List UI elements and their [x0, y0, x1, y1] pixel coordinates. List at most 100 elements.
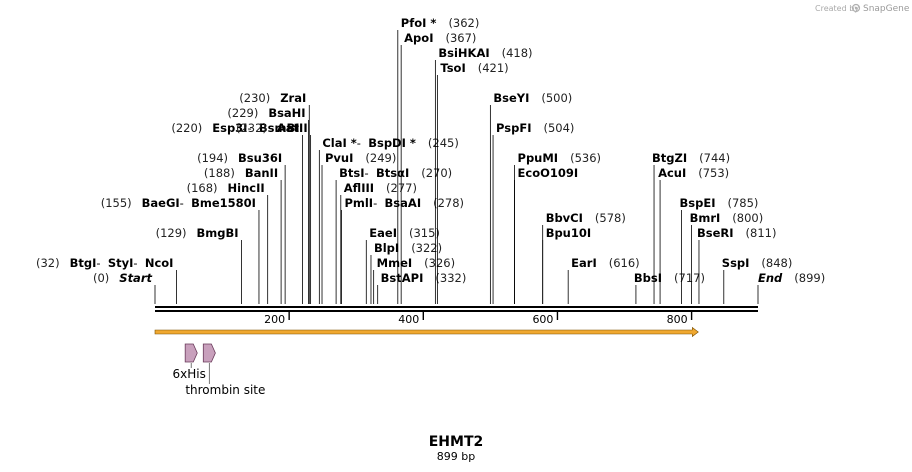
enzyme-name: PspFI [496, 121, 531, 135]
site-end[interactable]: End (899) [757, 271, 825, 304]
enzyme-name: Bpu10I [546, 226, 591, 240]
site-position: (418) [502, 46, 533, 60]
site-banii[interactable]: (188) BanII [204, 166, 282, 304]
site-zrai[interactable]: (230) ZraI [239, 91, 310, 304]
site-position: (362) [448, 16, 479, 30]
feature-arrow[interactable] [202, 343, 216, 363]
site-bbvci[interactable]: BbvCI (578) [542, 211, 626, 304]
site-bsihkai[interactable]: BsiHKAI (418) [434, 46, 533, 304]
site-position: (578) [595, 211, 626, 225]
name-separator: - [180, 196, 184, 210]
site-mmei[interactable]: MmeI (326) [373, 256, 455, 304]
site-position: (500) [541, 91, 572, 105]
site-bstapi[interactable]: BstAPI (332) [377, 271, 467, 304]
site-eari[interactable]: EarI (616) [567, 256, 640, 304]
site-pmli[interactable]: PmlI - BsaAI (278) [341, 196, 464, 304]
enzyme-name: BsaAI [385, 196, 422, 210]
orf-arrow[interactable] [154, 326, 699, 338]
tick-label: 800 [667, 313, 688, 326]
enzyme-name: BaeGI [142, 196, 180, 210]
site-eaei[interactable]: EaeI (315) [365, 226, 440, 304]
enzyme-name: BstAPI [381, 271, 424, 285]
site-sspi[interactable]: SspI (848) [722, 256, 793, 304]
name-separator: - [96, 256, 100, 270]
name-separator: - [247, 121, 251, 135]
site-position: (278) [433, 196, 464, 210]
site-position: (504) [543, 121, 574, 135]
backbone-top-strand [155, 306, 758, 308]
site-tsoi[interactable]: TsoI (421) [436, 61, 509, 304]
site-position: (717) [674, 271, 705, 285]
enzyme-name: PfoI * [401, 16, 437, 30]
site-pspfi[interactable]: PspFI (504) [492, 121, 574, 304]
site-bseri[interactable]: BseRI (811) [697, 226, 776, 304]
site-blpi[interactable]: BlpI (322) [370, 241, 442, 304]
site-position: (785) [728, 196, 759, 210]
enzyme-name: BsaHI [268, 106, 305, 120]
site-position: (800) [732, 211, 763, 225]
tick-label: 600 [532, 313, 553, 326]
site-bspei[interactable]: BspEI (785) [680, 196, 759, 304]
enzyme-name: MmeI [377, 256, 413, 270]
enzyme-name: BsiHKAI [438, 46, 489, 60]
site-hincii[interactable]: (168) HincII [187, 181, 269, 304]
enzyme-name: AflIII [344, 181, 374, 195]
tick-label: 200 [264, 313, 285, 326]
site-bmri[interactable]: BmrI (800) [690, 211, 764, 304]
name-separator: - [364, 166, 368, 180]
site-bseyi[interactable]: BseYI (500) [489, 91, 572, 304]
enzyme-name: BtsαI [376, 166, 409, 180]
site-apoi[interactable]: ApoI (367) [400, 31, 476, 304]
site-position: (229) [227, 106, 258, 120]
orf-arrow-shape[interactable] [154, 326, 699, 338]
snapgene-logo-icon [851, 3, 861, 13]
enzyme-name: BspEI [680, 196, 716, 210]
site-esp3i[interactable]: (220) Esp3I - BsmBI [171, 121, 303, 304]
site-bbsi[interactable]: BbsI (717) [634, 271, 705, 304]
site-position: (811) [746, 226, 777, 240]
site-position: (326) [424, 256, 455, 270]
feature-thrombin-site[interactable]: thrombin site [185, 343, 265, 397]
enzyme-name: BseYI [493, 91, 529, 105]
site-bsu36i[interactable]: (194) Bsu36I [197, 151, 286, 304]
enzyme-name: Bsu36I [238, 151, 282, 165]
site-baegi[interactable]: (155) BaeGI - Bme1580I [101, 196, 260, 304]
site-bmgbi[interactable]: (129) BmgBI [156, 226, 242, 304]
site-btgzi[interactable]: BtgZI (744) [652, 151, 730, 304]
site-pfoi[interactable]: PfoI * (362) [397, 16, 480, 304]
enzyme-name: End [758, 271, 783, 285]
enzyme-name: Bme1580I [191, 196, 256, 210]
site-ppumi[interactable]: PpuMI (536) [514, 151, 602, 304]
site-position: (753) [698, 166, 729, 180]
site-btgi[interactable]: (32) BtgI - StyI - NcoI [36, 256, 177, 304]
site-position: (220) [171, 121, 202, 135]
site-acui[interactable]: AcuI (753) [658, 166, 729, 304]
sequence-name: EHMT2 [429, 434, 484, 450]
feature-arrow[interactable] [184, 343, 198, 363]
enzyme-name: EaeI [369, 226, 397, 240]
site-start[interactable]: (0) Start [93, 271, 156, 304]
site-position: (249) [365, 151, 396, 165]
enzyme-name: BseRI [697, 226, 734, 240]
site-position: (245) [428, 136, 459, 150]
site-position: (332) [435, 271, 466, 285]
tick-label: 400 [398, 313, 419, 326]
enzyme-name: BsmBI [259, 121, 300, 135]
restriction-sites: (0) Start BstAPI (332) BbsI (717) End (899) (32)… [36, 16, 825, 304]
site-pvui[interactable]: PvuI (249) [321, 151, 396, 304]
site-aatii[interactable]: (232) AatII [236, 121, 312, 304]
site-position: (0) [93, 271, 109, 285]
site-position: (230) [239, 91, 270, 105]
site-bsahi[interactable]: (229) BsaHI [227, 106, 310, 304]
site-position: (315) [409, 226, 440, 240]
enzyme-name: AatII [277, 121, 308, 135]
site-position: (367) [445, 31, 476, 45]
enzyme-name: BtgI [70, 256, 97, 270]
enzyme-name: BlpI [374, 241, 399, 255]
enzyme-name: TsoI [440, 61, 465, 75]
enzyme-name: HincII [228, 181, 265, 195]
feature-6xhis[interactable]: 6xHis [173, 343, 206, 381]
site-btsi[interactable]: BtsI - BtsαI (270) [335, 166, 452, 304]
site-position: (168) [187, 181, 218, 195]
